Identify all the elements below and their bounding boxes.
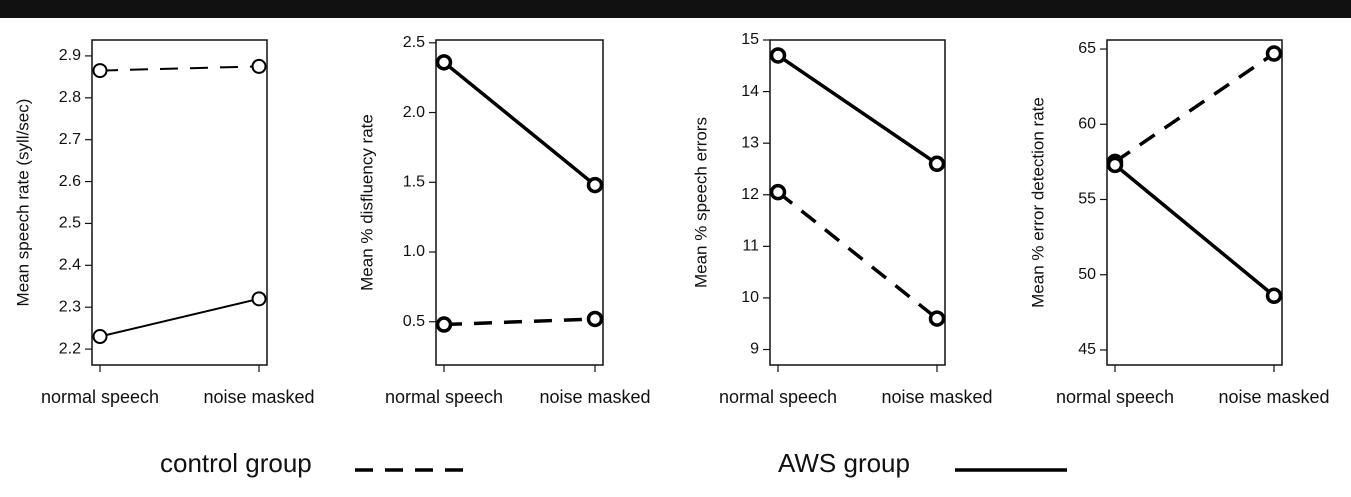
y-tick-label: 13	[741, 134, 759, 151]
series-line	[777, 54, 938, 166]
series-line	[1114, 52, 1275, 164]
point	[92, 329, 108, 345]
y-tick-label: 9	[750, 341, 759, 358]
point	[928, 310, 946, 327]
series-line	[443, 317, 596, 327]
point	[769, 47, 787, 64]
y-axis-label: Mean % error detection rate	[1028, 97, 1047, 308]
y-tick-label: 10	[741, 289, 759, 306]
x-tick-label: normal speech	[719, 387, 837, 407]
point	[92, 63, 108, 79]
y-tick-label: 1.0	[403, 243, 425, 260]
y-tick-label: 14	[741, 83, 759, 100]
y-tick-label: 1.5	[403, 173, 425, 190]
y-tick-label: 2.4	[59, 257, 81, 274]
point	[586, 176, 604, 194]
legend-label: AWS group	[778, 448, 910, 478]
x-tick-label: normal speech	[385, 387, 503, 407]
point	[586, 310, 604, 328]
y-tick-label: 2.3	[59, 298, 81, 315]
point	[251, 291, 267, 307]
y-tick-label: 2.6	[59, 173, 81, 190]
plot-box	[435, 39, 604, 366]
y-tick-label: 11	[742, 238, 759, 255]
y-tick-label: 60	[1078, 115, 1096, 132]
y-tick-label: 12	[741, 186, 759, 203]
point	[251, 58, 267, 74]
x-tick-label: normal speech	[1056, 387, 1174, 407]
legend-label: control group	[160, 448, 312, 478]
point	[769, 183, 787, 201]
point	[928, 155, 946, 173]
x-tick-label: noise masked	[881, 387, 992, 407]
point	[1106, 156, 1124, 174]
y-axis-label: Mean % speech errors	[691, 117, 710, 288]
y-tick-label: 45	[1078, 341, 1096, 358]
y-tick-label: 2.2	[59, 340, 81, 357]
point	[1265, 287, 1283, 305]
y-tick-label: 2.8	[59, 89, 81, 106]
y-tick-label: 2.5	[59, 215, 81, 232]
y-tick-label: 2.0	[403, 104, 425, 121]
plot-box	[769, 39, 946, 366]
y-tick-label: 2.7	[59, 131, 81, 148]
y-tick-label: 2.5	[403, 34, 425, 51]
y-tick-label: 0.5	[403, 313, 425, 330]
series-line	[99, 297, 260, 338]
y-axis-label: Mean % disfluency rate	[357, 114, 376, 291]
x-tick-label: noise masked	[1218, 387, 1329, 407]
plot-box	[1106, 39, 1283, 366]
point	[1265, 45, 1283, 62]
point	[435, 54, 453, 71]
series-line	[1113, 163, 1276, 298]
plot-box	[91, 39, 268, 366]
x-tick-label: noise masked	[539, 387, 650, 407]
top-bar	[0, 0, 1351, 18]
y-tick-label: 55	[1078, 191, 1096, 208]
y-tick-label: 15	[741, 31, 759, 48]
y-axis-label: Mean speech rate (syll/sec)	[13, 99, 32, 307]
y-tick-label: 50	[1078, 266, 1096, 283]
series-line	[442, 60, 597, 187]
x-tick-label: normal speech	[41, 387, 159, 407]
point	[435, 316, 453, 333]
series-line	[776, 190, 939, 320]
series-line	[99, 65, 260, 72]
y-tick-label: 2.9	[59, 47, 81, 64]
x-tick-label: noise masked	[203, 387, 314, 407]
y-tick-label: 65	[1078, 40, 1096, 57]
